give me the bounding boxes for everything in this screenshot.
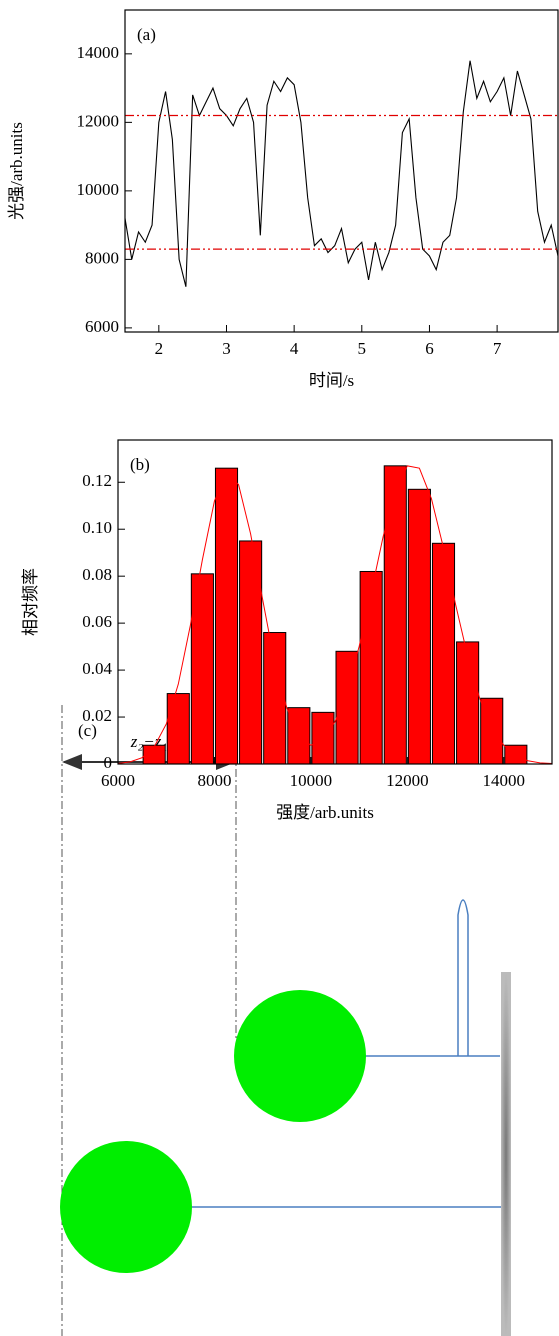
bead (234, 990, 366, 1122)
x-tick-label: 8000 (197, 771, 231, 790)
x-tick-label: 7 (493, 339, 502, 358)
x-tick-label: 5 (358, 339, 367, 358)
y-tick-label: 14000 (77, 43, 120, 62)
y-tick-label: 12000 (77, 111, 120, 130)
x-tick-label: 2 (155, 339, 164, 358)
y-axis-label: 相对频率 (21, 568, 40, 636)
y-tick-label: 0.02 (82, 706, 112, 725)
x-tick-label: 4 (290, 339, 299, 358)
y-tick-label: 0.04 (82, 659, 112, 678)
bar (311, 711, 335, 764)
bar (407, 488, 431, 764)
fit-curve (118, 465, 552, 764)
chart: 0 0.02 0.04 0.06 0.08 0.10 0.12 6000 8000 10000 12… (21, 439, 553, 822)
x-tick-label: 3 (222, 339, 231, 358)
bar (335, 650, 359, 764)
panel-label: (c) (78, 721, 97, 740)
bar (456, 641, 480, 764)
y-tick-label: 0.06 (82, 612, 112, 631)
bar (383, 465, 407, 764)
bar (214, 467, 239, 764)
x-axis-label: 时间/s (309, 371, 354, 390)
bead (60, 1141, 192, 1273)
y-tick-label: 0 (104, 753, 113, 772)
x-tick-label: 14000 (483, 771, 526, 790)
panel-label: (b) (130, 455, 150, 474)
bar (431, 542, 456, 764)
y-tick-label: 0.08 (82, 565, 112, 584)
plot-area (118, 465, 552, 764)
bar (263, 632, 287, 764)
bar (166, 693, 190, 764)
x-tick-label: 10000 (290, 771, 333, 790)
bar (142, 744, 166, 764)
x-tick-label: 6000 (101, 771, 135, 790)
y-axis-label: 光强/arb.units (7, 122, 26, 220)
plot-frame (117, 439, 553, 765)
y-tick-label: 6000 (85, 317, 119, 336)
bar (239, 540, 263, 764)
plot-frame (124, 9, 559, 333)
y-tick-label: 0.12 (82, 471, 112, 490)
y-tick-label: 8000 (85, 248, 119, 267)
panel-label: (a) (137, 25, 156, 44)
y-tick-label: 0.10 (82, 518, 112, 537)
x-tick-label: 12000 (386, 771, 429, 790)
bar (504, 744, 528, 764)
bar (190, 573, 214, 764)
bar (359, 570, 383, 764)
plot-area (125, 60, 558, 287)
probe-tip (457, 899, 469, 1056)
y-tick-label: 10000 (77, 180, 120, 199)
x-axis-label: 强度/arb.units (276, 803, 374, 822)
diagram: (c) z₂−z₁ (60, 705, 511, 1336)
chart: 6000 8000 10000 12000 14000 2 3 4 5 6 7 时间/s 光强/arb.… (7, 9, 559, 390)
data-line (125, 60, 558, 287)
x-tick-label: 6 (425, 339, 434, 358)
surface (501, 972, 511, 1336)
